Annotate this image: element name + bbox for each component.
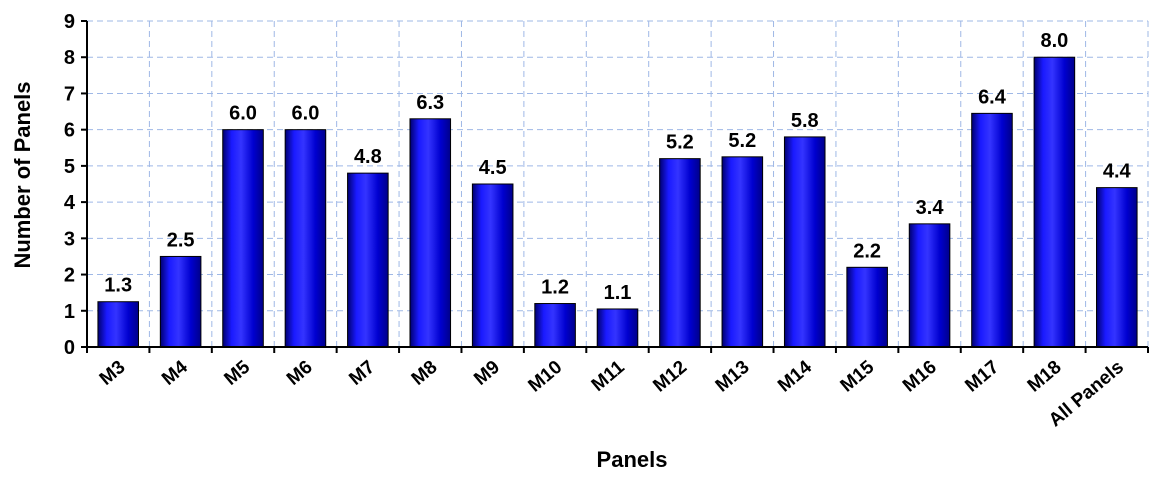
x-tick-label: M13 [712, 357, 754, 397]
x-tick-label: M3 [96, 357, 130, 390]
x-tick-label: M9 [470, 357, 504, 390]
bar [347, 172, 389, 348]
y-tick-label: 4 [64, 192, 76, 214]
x-tick-label: M4 [158, 356, 192, 389]
bar [908, 223, 951, 348]
bar [97, 301, 139, 348]
bar [1033, 56, 1076, 348]
x-tick-label: M12 [649, 357, 691, 397]
bar [783, 136, 826, 348]
bar [284, 129, 327, 348]
data-label: 2.2 [853, 240, 881, 262]
x-axis-title: Panels [597, 447, 668, 472]
x-tick-label: M10 [524, 357, 566, 397]
y-tick-label: 5 [64, 156, 75, 178]
bar [659, 158, 701, 348]
y-tick-label: 6 [64, 120, 75, 142]
bar [471, 183, 514, 348]
data-label: 6.0 [292, 103, 320, 125]
x-tick-label: M14 [774, 356, 816, 396]
data-label: 4.4 [1103, 161, 1132, 183]
data-label: 1.2 [541, 277, 569, 299]
x-tick-label: M5 [221, 356, 255, 389]
x-tick-label: M18 [1024, 357, 1066, 397]
y-tick-label: 7 [64, 83, 75, 105]
bar [1096, 187, 1138, 348]
gridlines [87, 20, 1149, 347]
y-tick-label: 3 [64, 228, 75, 250]
x-tick-label: M15 [837, 356, 879, 396]
y-tick-label: 2 [64, 265, 75, 287]
bar [846, 266, 888, 348]
axes [81, 20, 1149, 353]
y-tick-label: 1 [64, 301, 75, 323]
bar [971, 112, 1013, 348]
x-tick-label: M6 [283, 357, 317, 390]
bar [409, 118, 452, 348]
bar [222, 129, 264, 348]
x-tick-label: M16 [899, 357, 941, 397]
data-label: 5.8 [791, 110, 819, 132]
y-tick-label: 9 [64, 11, 75, 33]
x-tick-label: M11 [588, 356, 629, 395]
bar [596, 308, 639, 348]
data-label: 4.5 [479, 157, 507, 179]
y-tick-label: 0 [64, 337, 75, 359]
data-label: 1.3 [104, 275, 132, 297]
bar [159, 255, 202, 348]
x-tick-label: M7 [345, 357, 379, 390]
data-label: 2.5 [167, 229, 195, 251]
data-label: 3.4 [916, 197, 945, 219]
data-label: 6.0 [229, 103, 257, 125]
x-tick-label: M17 [961, 357, 1003, 397]
data-label: 6.4 [978, 86, 1007, 108]
bar [534, 303, 576, 348]
data-label: 8.0 [1040, 30, 1068, 52]
bars [97, 56, 1138, 348]
data-label: 6.3 [416, 92, 444, 114]
y-axis-title: Number of Panels [10, 81, 35, 268]
x-tick-label: M8 [408, 357, 442, 390]
y-tick-label: 8 [64, 47, 75, 69]
bar [721, 156, 764, 348]
data-label: 5.2 [728, 130, 756, 152]
data-label: 5.2 [666, 132, 694, 154]
data-label: 4.8 [354, 146, 382, 168]
data-label: 1.1 [604, 282, 632, 304]
